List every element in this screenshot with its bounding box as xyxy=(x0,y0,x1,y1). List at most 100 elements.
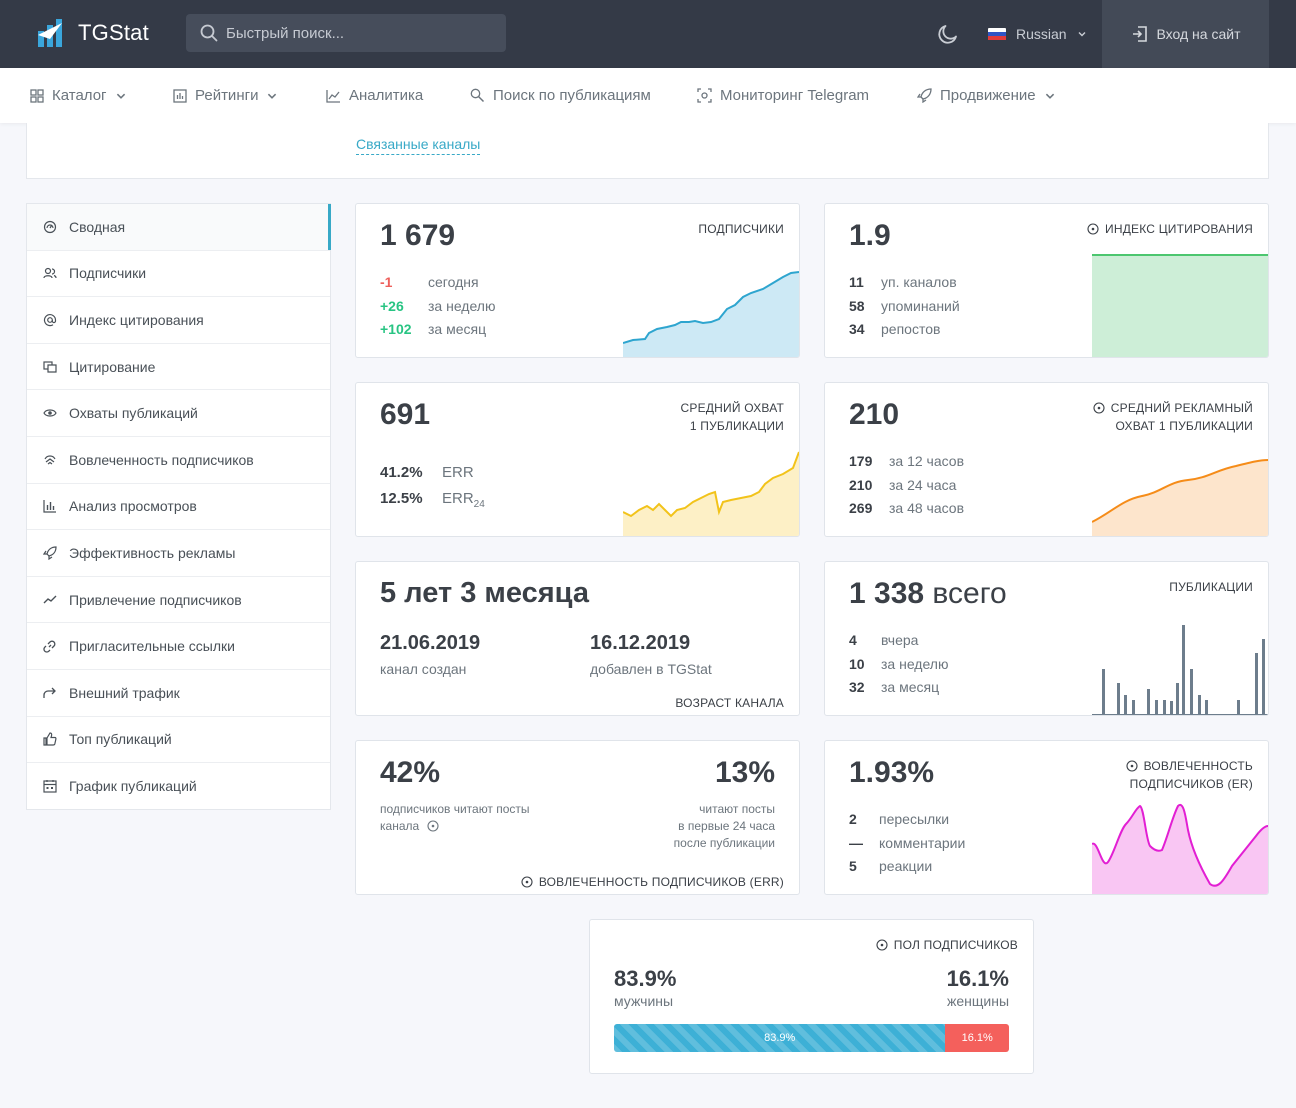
stat-row: 10 за неделю xyxy=(849,656,948,672)
search-icon xyxy=(200,24,218,42)
sidebar-item[interactable]: Привлечение подписчиков xyxy=(27,577,330,624)
stat-value: 11 xyxy=(849,274,864,290)
sidebar-item[interactable]: Охваты публикаций xyxy=(27,390,330,437)
male-bar: 83.9% xyxy=(614,1024,946,1052)
chart-bar xyxy=(1255,653,1258,715)
chart-bar xyxy=(1170,701,1173,715)
logo[interactable]: TGStat xyxy=(36,16,149,50)
chart-bar xyxy=(1117,683,1120,715)
average-reach-card[interactable]: 691 СРЕДНИЙ ОХВАТ 1 ПУБЛИКАЦИИ 41.2% ERR 1… xyxy=(355,382,800,537)
share-icon xyxy=(43,687,56,698)
nav-post-search[interactable]: Поиск по публикациям xyxy=(470,68,651,123)
help-icon[interactable] xyxy=(876,939,888,951)
stat-row: 5 реакции xyxy=(849,858,932,874)
female-bar: 16.1% xyxy=(945,1024,1009,1052)
er-card[interactable]: 1.93% ВОВЛЕЧЕННОСТЬ ПОДПИСЧИКОВ (ER) 2 пер… xyxy=(824,740,1269,895)
bar-chart-icon xyxy=(173,88,187,103)
help-icon[interactable] xyxy=(1093,402,1105,414)
stat-row: 179 за 12 часов xyxy=(849,453,964,469)
nav-label: Рейтинги xyxy=(195,87,259,104)
nav-catalog[interactable]: Каталог xyxy=(30,68,127,123)
ad-reach-card[interactable]: 210 СРЕДНИЙ РЕКЛАМНЫЙ ОХВАТ 1 ПУБЛИКАЦИИ … xyxy=(824,382,1269,537)
female-value: 16.1% xyxy=(946,966,1009,991)
sidebar-item[interactable]: Цитирование xyxy=(27,344,330,391)
nav-monitoring[interactable]: Мониторинг Telegram xyxy=(697,68,869,123)
search-input[interactable] xyxy=(226,24,496,42)
card-title: ПОДПИСЧИКИ xyxy=(698,222,784,236)
help-icon[interactable] xyxy=(521,876,533,888)
nav-label: Каталог xyxy=(52,87,107,104)
sidebar-item[interactable]: Вовлеченность подписчиков xyxy=(27,437,330,484)
nav-promotion[interactable]: Продвижение xyxy=(917,68,1056,123)
err-card[interactable]: 42% подписчиков читают посты канала 13% ч… xyxy=(355,740,800,895)
moon-icon[interactable] xyxy=(936,22,960,46)
main-nav: Каталог Рейтинги Аналитика Поиск по публ… xyxy=(0,68,1296,123)
citation-sparkline xyxy=(1092,254,1268,357)
nav-ratings[interactable]: Рейтинги xyxy=(173,68,278,123)
login-button[interactable]: Вход на сайт xyxy=(1102,0,1269,68)
sidebar-item[interactable]: Внешний трафик xyxy=(27,670,330,717)
help-icon[interactable] xyxy=(426,820,439,832)
stat-row: 11 уп. каналов xyxy=(849,274,957,290)
stat-label: за неделю xyxy=(881,656,949,672)
help-icon[interactable] xyxy=(1087,223,1099,235)
nav-analytics[interactable]: Аналитика xyxy=(326,68,423,123)
err-left-value: 42% xyxy=(380,756,441,789)
grid-icon xyxy=(30,88,44,103)
sidebar-item[interactable]: Эффективность рекламы xyxy=(27,530,330,577)
help-icon[interactable] xyxy=(1126,760,1138,772)
login-icon xyxy=(1132,26,1147,42)
sidebar-item-label: Внешний трафик xyxy=(69,684,180,701)
stat-label: уп. каналов xyxy=(881,274,957,290)
card-title: ПУБЛИКАЦИИ xyxy=(1169,580,1253,594)
label-line: подписчиков читают посты xyxy=(380,802,530,816)
chevron-down-icon xyxy=(1045,93,1054,99)
stat-value: 58 xyxy=(849,298,865,314)
sidebar-item[interactable]: Топ публикаций xyxy=(27,717,330,764)
stat-label: реакции xyxy=(879,858,933,874)
male-label: мужчины xyxy=(614,993,674,1009)
stat-value: 179 xyxy=(849,453,873,469)
stat-row: 41.2% ERR xyxy=(380,464,474,481)
language-selector[interactable]: Russian xyxy=(988,26,1087,42)
stat-row: 269 за 48 часов xyxy=(849,500,964,516)
stat-row: 32 за месяц xyxy=(849,679,939,695)
stat-row: +102 за месяц xyxy=(380,321,486,337)
gender-card[interactable]: ПОЛ ПОДПИСЧИКОВ 83.9% мужчины 16.1% женщ… xyxy=(589,919,1034,1074)
at-icon xyxy=(43,314,57,327)
subscribers-card[interactable]: 1 679 ПОДПИСЧИКИ -1 сегодня +26 за неделю … xyxy=(355,203,800,358)
stat-value: 10 xyxy=(849,656,865,672)
sidebar-item[interactable]: Сводная xyxy=(27,204,331,251)
citation-index-card[interactable]: 1.9 ИНДЕКС ЦИТИРОВАНИЯ 11 уп. каналов 58 у… xyxy=(824,203,1269,358)
rocket-icon xyxy=(43,546,57,560)
link-icon xyxy=(43,640,56,653)
sidebar-item[interactable]: Анализ просмотров xyxy=(27,484,330,531)
sidebar-item[interactable]: Индекс цитирования xyxy=(27,297,330,344)
chart-bar xyxy=(1176,683,1179,715)
sidebar-item[interactable]: Подписчики xyxy=(27,251,330,298)
card-title-text: ПОЛ ПОДПИСЧИКОВ xyxy=(893,938,1018,952)
sidebar-item[interactable]: Пригласительные ссылки xyxy=(27,623,330,670)
stat-row: 12.5% ERR24 xyxy=(380,490,485,510)
calendar-icon xyxy=(43,780,57,794)
stat-value: 41.2% xyxy=(380,464,423,481)
stat-value: 5 xyxy=(849,858,857,874)
login-label: Вход на сайт xyxy=(1156,26,1241,42)
card-title: ВОВЛЕЧЕННОСТЬ ПОДПИСЧИКОВ (ERR) xyxy=(521,873,784,891)
sidebar-item-label: Эффективность рекламы xyxy=(69,544,236,561)
citation-value: 1.9 xyxy=(849,219,891,252)
top-header: TGStat Russian Вход на сайт xyxy=(0,0,1296,68)
sidebar-item[interactable]: График публикаций xyxy=(27,763,330,810)
label-line: в первые 24 часа xyxy=(678,819,775,833)
posts-card[interactable]: 1 338 всего ПУБЛИКАЦИИ 4 вчера 10 за недел… xyxy=(824,561,1269,716)
logo-text: TGStat xyxy=(78,20,149,45)
label-line: читают посты xyxy=(699,802,775,816)
rocket-icon xyxy=(917,88,932,103)
label-text: канала xyxy=(380,819,420,833)
stat-row: 34 репостов xyxy=(849,321,940,337)
channel-age-card[interactable]: 5 лет 3 месяца 21.06.2019 канал создан 1… xyxy=(355,561,800,716)
search-box[interactable] xyxy=(186,14,506,52)
sidebar-item-label: Сводная xyxy=(69,218,126,235)
er-value: 1.93% xyxy=(849,756,935,789)
related-channels-link[interactable]: Связанные каналы xyxy=(356,136,481,155)
